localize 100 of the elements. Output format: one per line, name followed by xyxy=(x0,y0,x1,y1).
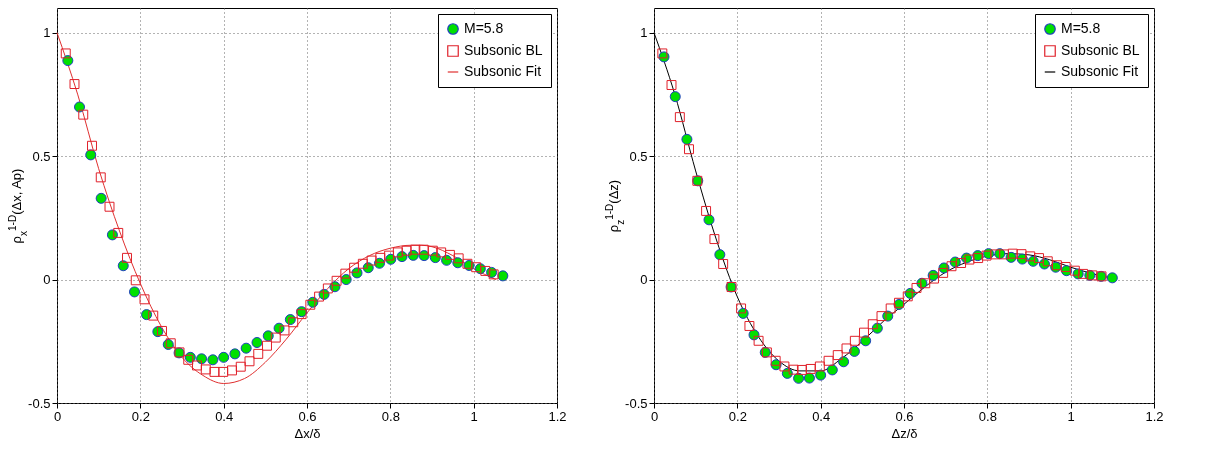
point xyxy=(218,366,229,377)
point xyxy=(240,342,252,354)
point xyxy=(859,327,869,338)
point xyxy=(279,325,290,336)
point xyxy=(418,244,429,255)
point xyxy=(85,149,97,161)
legend-label: Subsonic BL xyxy=(464,42,543,58)
y-tick-label: 0.5 xyxy=(629,148,648,164)
point xyxy=(832,350,843,361)
legend-label: M=5.8 xyxy=(1061,20,1101,36)
point xyxy=(262,340,272,351)
point xyxy=(938,267,949,278)
point xyxy=(681,133,693,145)
point xyxy=(902,291,913,302)
point xyxy=(392,247,403,258)
point xyxy=(1034,253,1044,264)
point xyxy=(946,261,957,272)
point xyxy=(1060,262,1071,272)
point xyxy=(714,249,726,261)
point xyxy=(1106,272,1118,284)
point xyxy=(709,234,720,245)
point xyxy=(270,332,281,343)
point xyxy=(867,319,878,330)
point xyxy=(885,303,896,314)
x-tick-label: 0.4 xyxy=(812,408,831,424)
point xyxy=(117,260,129,272)
point xyxy=(235,361,246,372)
y-tick-label: -0.5 xyxy=(625,395,648,411)
y-tick-label: 0.5 xyxy=(32,148,51,164)
x-axis-title: Δz/δ xyxy=(891,425,918,441)
point xyxy=(218,351,230,363)
x-tick-label: 0.6 xyxy=(895,408,914,424)
point xyxy=(701,205,712,216)
point xyxy=(200,364,211,375)
y-tick-label: 1 xyxy=(43,25,51,41)
x-tick-label: 0.6 xyxy=(298,408,317,424)
point xyxy=(669,91,681,103)
point xyxy=(1025,251,1036,262)
point xyxy=(366,255,377,266)
x-tick-label: 1.2 xyxy=(1145,408,1164,424)
x-tick-label: 1 xyxy=(1067,408,1075,424)
point xyxy=(471,262,482,273)
point xyxy=(78,109,89,120)
point xyxy=(876,311,887,322)
point xyxy=(244,356,255,367)
point xyxy=(349,262,360,273)
point xyxy=(814,361,825,372)
legend-label: Subsonic Fit xyxy=(1061,63,1139,79)
y-tick-label: 1 xyxy=(640,25,648,41)
point xyxy=(684,144,694,155)
point xyxy=(841,343,852,354)
point xyxy=(849,335,860,346)
point xyxy=(69,79,80,90)
point xyxy=(453,253,464,264)
point xyxy=(796,364,807,375)
point xyxy=(744,321,755,331)
point xyxy=(95,192,107,204)
point xyxy=(1016,249,1027,260)
point xyxy=(95,172,106,183)
point xyxy=(1007,248,1018,259)
point xyxy=(803,372,815,384)
point xyxy=(262,330,274,342)
point xyxy=(1069,265,1080,276)
point xyxy=(357,258,368,269)
point xyxy=(788,364,799,375)
point xyxy=(911,282,922,293)
point xyxy=(253,348,264,359)
x-tick-label: 1.2 xyxy=(548,408,567,424)
x-tick-label: 1 xyxy=(470,408,478,424)
point xyxy=(410,244,421,255)
point xyxy=(990,249,1001,260)
point xyxy=(384,250,395,261)
point xyxy=(113,227,124,238)
point xyxy=(207,354,219,366)
point xyxy=(920,278,931,289)
y-tick-label: 0 xyxy=(640,272,648,288)
point xyxy=(956,258,967,268)
point xyxy=(139,294,150,305)
x-tick-label: 0.8 xyxy=(381,408,400,424)
legend-label: Subsonic Fit xyxy=(464,63,542,79)
point xyxy=(805,363,816,374)
point xyxy=(999,249,1009,260)
point xyxy=(480,265,491,276)
point xyxy=(148,310,159,321)
y-tick-label: -0.5 xyxy=(28,395,51,411)
point xyxy=(122,252,132,263)
point xyxy=(823,355,834,366)
point xyxy=(74,101,85,113)
x-tick-label: 0.2 xyxy=(131,408,150,424)
point xyxy=(718,259,729,269)
point xyxy=(736,303,747,314)
point xyxy=(340,268,351,279)
legend-label: M=5.8 xyxy=(464,20,504,36)
point xyxy=(331,275,342,286)
point xyxy=(929,273,939,284)
point xyxy=(1078,268,1089,279)
y-tick-label: 0 xyxy=(43,272,51,288)
point xyxy=(104,201,115,212)
point xyxy=(826,364,838,376)
x-tick-label: 0.8 xyxy=(978,408,997,424)
